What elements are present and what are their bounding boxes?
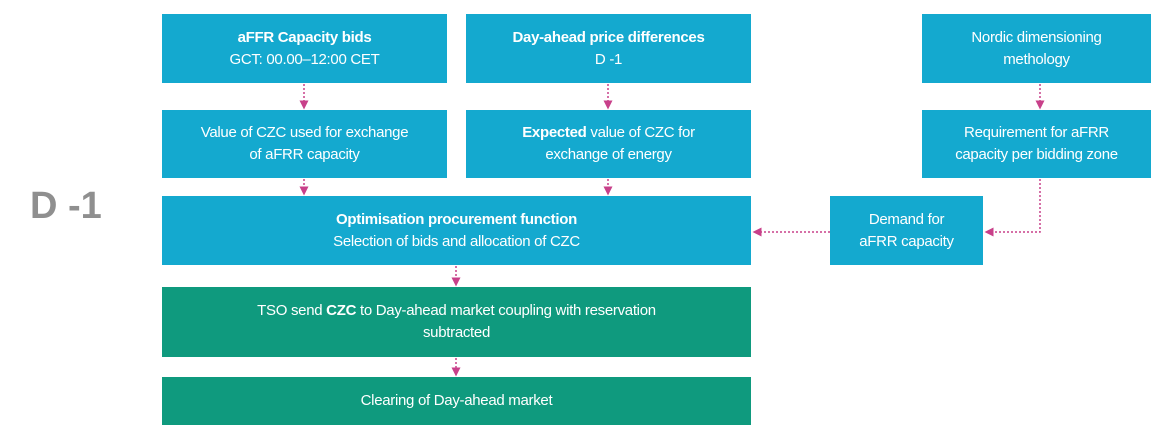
node-text: of aFRR capacity [249,146,360,163]
node-line: Nordic dimensioning [971,27,1102,49]
node-text: methology [1003,50,1070,68]
node-line: D -1 [595,49,622,71]
side-label: D -1 [30,185,102,227]
node-text: CZC [326,302,357,319]
node-text: Nordic dimensioning [971,28,1102,46]
node: Nordic dimensioning methology [922,14,1151,83]
node-text: Demand for [868,210,945,228]
node-text: D -1 [594,50,623,68]
node: Requirement for aFRR capacity per bidding… [922,110,1151,178]
node-line: Day-ahead price differences [513,27,705,49]
node-text: exchange of energy [545,146,672,163]
node-line: Selection of bids and allocation of CZC [333,231,580,253]
node-line: Expected value of CZC for [522,122,695,144]
node-line: subtracted [423,322,490,344]
node-line: exchange of energy [545,144,672,166]
node: Clearing of Day-ahead market [162,377,751,425]
node-text: TSO send [257,302,327,319]
node-text: Day-ahead price differences [512,28,705,46]
node-line: of aFRR capacity [249,144,360,166]
node-text: GCT: 00.00–12:00 CET [229,50,380,68]
node: Expected value of CZC for exchange of ene… [466,110,751,178]
node-text: Clearing of Day-ahead market [360,392,553,409]
node: Optimisation procurement function Selecti… [162,196,751,265]
node: Demand for aFRR capacity [830,196,983,265]
node-text: aFRR capacity [859,232,954,250]
node-line: methology [1003,49,1070,71]
node-line: Demand for [868,209,945,231]
node-line: Requirement for aFRR [964,122,1109,144]
node-line: Value of CZC used for exchange [201,122,409,144]
node: Day-ahead price differences D -1 [466,14,751,83]
node-text: subtracted [422,324,491,341]
arrow [984,179,1041,237]
node-line: aFRR capacity [859,231,954,253]
node-text: Expected [522,124,587,141]
node-line: TSO send CZC to Day-ahead market couplin… [257,300,656,322]
node-line: aFFR Capacity bids [238,27,372,49]
node-line: capacity per bidding zone [955,144,1118,166]
node-text: value of CZC for [586,124,695,141]
node-text: Value of CZC used for exchange [200,124,409,141]
node-text: aFFR Capacity bids [237,28,372,46]
node-text: Requirement for aFRR [964,124,1109,141]
node-line: Optimisation procurement function [336,209,577,231]
node: aFFR Capacity bids GCT: 00.00–12:00 CET [162,14,447,83]
node-line: GCT: 00.00–12:00 CET [230,49,380,71]
node-text: capacity per bidding zone [955,146,1118,163]
node-text: to Day-ahead market coupling with reserv… [356,302,656,319]
node: TSO send CZC to Day-ahead market couplin… [162,287,751,357]
node-text: Optimisation procurement function [336,210,577,228]
node: Value of CZC used for exchange of aFRR ca… [162,110,447,178]
node-text: Selection of bids and allocation of CZC [333,232,580,250]
node-line: Clearing of Day-ahead market [361,390,553,412]
